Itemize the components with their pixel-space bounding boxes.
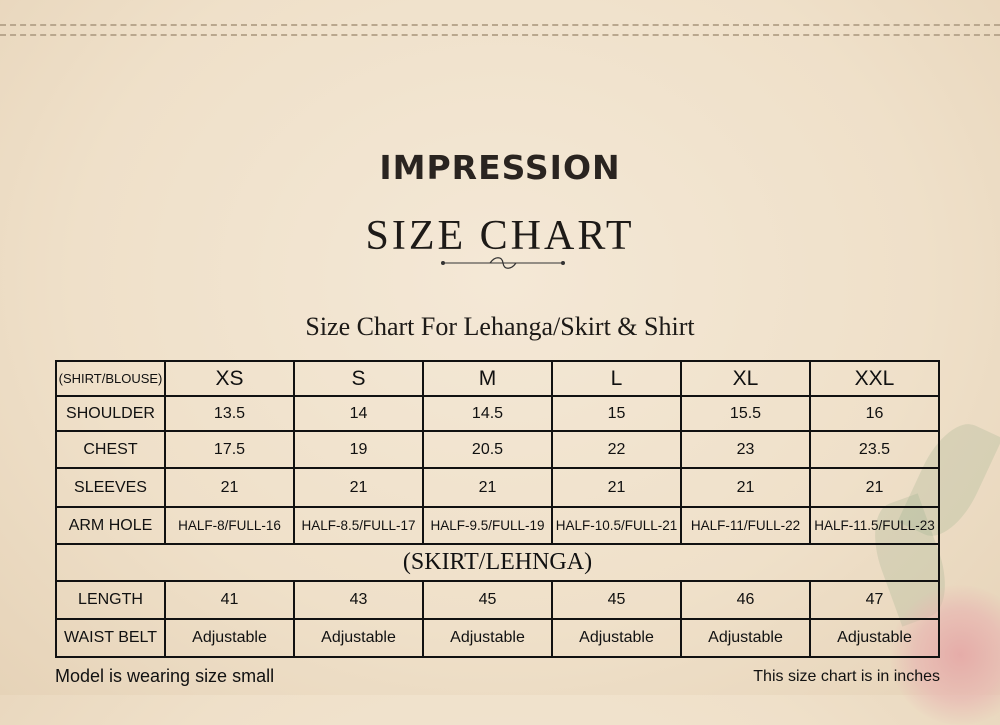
page-title: SIZE CHART bbox=[365, 213, 635, 259]
cell: 21 bbox=[680, 467, 811, 508]
section-row: (SKIRT/LEHNGA) bbox=[55, 543, 940, 582]
cell: 19 bbox=[293, 430, 424, 469]
size-table: (SHIRT/BLOUSE) XS S M L XL XXL SHOULDER … bbox=[55, 360, 940, 658]
cell: 14.5 bbox=[422, 395, 553, 432]
cell: Adjustable bbox=[809, 618, 940, 658]
units-note: This size chart is in inches bbox=[753, 668, 940, 685]
size-header: XXL bbox=[809, 360, 940, 397]
row-label: ARM HOLE bbox=[55, 506, 166, 545]
cell: 43 bbox=[293, 580, 424, 620]
stitch-border bbox=[0, 24, 1000, 26]
cell: 13.5 bbox=[164, 395, 295, 432]
cell: Adjustable bbox=[164, 618, 295, 658]
cell: 45 bbox=[551, 580, 682, 620]
cell: 15 bbox=[551, 395, 682, 432]
row-label: LENGTH bbox=[55, 580, 166, 620]
model-note: Model is wearing size small bbox=[55, 666, 275, 686]
table-row: SHOULDER 13.5 14 14.5 15 15.5 16 bbox=[55, 395, 940, 432]
corner-label: (SHIRT/BLOUSE) bbox=[55, 360, 166, 397]
table-row: CHEST 17.5 19 20.5 22 23 23.5 bbox=[55, 430, 940, 469]
cell: 23.5 bbox=[809, 430, 940, 469]
cell: HALF-8.5/FULL-17 bbox=[293, 506, 424, 545]
row-label: CHEST bbox=[55, 430, 166, 469]
cell: 16 bbox=[809, 395, 940, 432]
row-label: SLEEVES bbox=[55, 467, 166, 508]
cell: Adjustable bbox=[680, 618, 811, 658]
cell: 41 bbox=[164, 580, 295, 620]
section-heading: (SKIRT/LEHNGA) bbox=[55, 543, 940, 582]
cell: 23 bbox=[680, 430, 811, 469]
table-row: SLEEVES 21 21 21 21 21 21 bbox=[55, 467, 940, 508]
size-header: XS bbox=[164, 360, 295, 397]
cell: 17.5 bbox=[164, 430, 295, 469]
cell: 14 bbox=[293, 395, 424, 432]
cell: HALF-11/FULL-22 bbox=[680, 506, 811, 545]
cell: 21 bbox=[809, 467, 940, 508]
size-header: XL bbox=[680, 360, 811, 397]
size-header: L bbox=[551, 360, 682, 397]
cell: Adjustable bbox=[293, 618, 424, 658]
cell: 22 bbox=[551, 430, 682, 469]
cell: HALF-10.5/FULL-21 bbox=[551, 506, 682, 545]
header-row: (SHIRT/BLOUSE) XS S M L XL XXL bbox=[55, 360, 940, 397]
table-row: LENGTH 41 43 45 45 46 47 bbox=[55, 580, 940, 620]
cell: 21 bbox=[293, 467, 424, 508]
cell: Adjustable bbox=[551, 618, 682, 658]
cell: HALF-11.5/FULL-23 bbox=[809, 506, 940, 545]
cell: 15.5 bbox=[680, 395, 811, 432]
size-header: M bbox=[422, 360, 553, 397]
cell: 20.5 bbox=[422, 430, 553, 469]
table-row: WAIST BELT Adjustable Adjustable Adjustabl… bbox=[55, 618, 940, 658]
row-label: SHOULDER bbox=[55, 395, 166, 432]
table-row: ARM HOLE HALF-8/FULL-16 HALF-8.5/FULL-17 H… bbox=[55, 506, 940, 545]
cell: HALF-9.5/FULL-19 bbox=[422, 506, 553, 545]
stitch-border bbox=[0, 34, 1000, 36]
row-label: WAIST BELT bbox=[55, 618, 166, 658]
size-header: S bbox=[293, 360, 424, 397]
cell: 21 bbox=[164, 467, 295, 508]
chart-subtitle: Size Chart For Lehanga/Skirt & Shirt bbox=[305, 312, 695, 341]
cell: 21 bbox=[551, 467, 682, 508]
cell: Adjustable bbox=[422, 618, 553, 658]
cell: 45 bbox=[422, 580, 553, 620]
flourish-divider bbox=[441, 257, 565, 269]
cell: HALF-8/FULL-16 bbox=[164, 506, 295, 545]
brand-logo: IMPRESSION bbox=[379, 148, 621, 187]
cell: 46 bbox=[680, 580, 811, 620]
cell: 47 bbox=[809, 580, 940, 620]
cell: 21 bbox=[422, 467, 553, 508]
